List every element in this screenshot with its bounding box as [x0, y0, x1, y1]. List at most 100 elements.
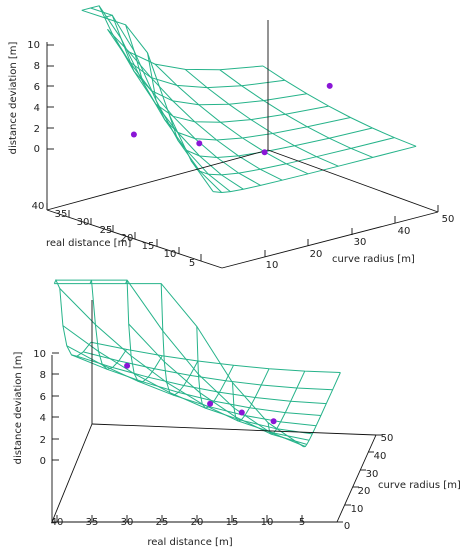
upper-z-tick-label: 4: [34, 103, 40, 114]
surface-mesh-line: [128, 51, 283, 181]
surface-mesh-line: [196, 326, 234, 409]
lower-z-tick-label: 2: [40, 435, 46, 446]
lower-z-tick-label: 8: [40, 370, 46, 381]
upper-y-tick-label: 5: [189, 258, 195, 269]
surface-mesh-line: [54, 283, 304, 448]
upper-x-axis-label: curve radius [m]: [332, 254, 415, 265]
lower-data-points: [124, 362, 277, 425]
upper-z-axis-label: distance deviation [m]: [8, 42, 19, 155]
upper-y-tick-label: 35: [55, 209, 68, 220]
data-point: [270, 418, 277, 425]
upper-z-tick-label: 6: [34, 82, 40, 93]
data-point: [238, 409, 245, 416]
lower-z-axis-label: distance deviation [m]: [13, 352, 24, 465]
data-point: [326, 82, 333, 89]
surface-mesh-line: [53, 278, 92, 357]
lower-back-floor-line-2: [91, 423, 377, 436]
upper-back-floor-line-2: [267, 149, 439, 213]
surface-mesh-line: [213, 145, 417, 194]
surface-mesh-line: [168, 114, 373, 159]
lower-y-tick-label: 35: [86, 517, 99, 528]
surface-mesh-line: [125, 279, 163, 383]
data-point: [124, 362, 131, 369]
upper-z-tick-label: 8: [34, 61, 40, 72]
surface-mesh-line: [160, 283, 199, 396]
lower-y-ticks: 40 35 30 25 20 15 10 5: [51, 515, 305, 528]
lower-x-tick-label: 30: [366, 469, 379, 480]
upper-z-tick-label: 0: [34, 144, 40, 155]
lower-y-tick-label: 10: [261, 517, 274, 528]
surface-mesh-line: [125, 24, 329, 123]
lower-back-floor-line: [51, 423, 93, 523]
upper-y-axis-line: [46, 209, 223, 269]
surface-mesh-line: [267, 370, 306, 435]
upper-y-axis-label: real distance [m]: [46, 238, 131, 249]
upper-y-tick-label: 15: [142, 241, 155, 252]
data-point: [207, 400, 214, 407]
surface-mesh-line: [76, 355, 327, 405]
upper-x-ticks: 10 20 30 40 50: [264, 205, 454, 271]
lower-x-axis-line: [336, 434, 377, 523]
lower-x-axis-label: curve radius [m]: [378, 480, 461, 491]
lower-x-tick-label: 20: [358, 486, 371, 497]
lower-x-tick-label: 50: [381, 433, 394, 444]
surface-mesh-line: [98, 5, 231, 192]
upper-back-floor-line: [46, 149, 269, 211]
upper-plot: 10 8 6 4 2 0 distance deviation [m] 40 3…: [8, 5, 454, 271]
surface-mesh-line: [103, 14, 307, 106]
surface-mesh-line: [147, 52, 351, 141]
lower-axes: [51, 300, 377, 523]
data-point: [196, 140, 203, 147]
upper-x-axis-line: [221, 211, 439, 269]
lower-z-tick-label: 10: [33, 349, 46, 360]
lower-surface-mesh: [53, 278, 341, 448]
surface-mesh-line: [303, 372, 341, 448]
surface-mesh-line: [71, 354, 321, 416]
surface-mesh-line: [81, 9, 214, 192]
lower-z-tick-label: 6: [40, 392, 46, 403]
upper-z-tick-label: 10: [27, 40, 40, 51]
lower-y-tick-label: 20: [191, 517, 204, 528]
lower-x-ticks: 0 10 20 30 40 50: [337, 433, 393, 532]
upper-y-tick-label: 30: [77, 217, 90, 228]
lower-z-tick-label: 0: [40, 456, 46, 467]
data-point: [261, 149, 268, 156]
surface-mesh-line: [111, 33, 244, 190]
lower-plot: 10 8 6 4 2 0 distance deviation [m] 40 3…: [13, 278, 461, 548]
surface-mesh-line: [190, 137, 395, 176]
upper-y-tick-label: 20: [121, 233, 134, 244]
upper-surface-mesh: [81, 5, 417, 194]
upper-z-ticks: 10 8 6 4 2 0: [27, 40, 54, 155]
surface-mesh-line: [219, 69, 374, 158]
upper-x-tick-label: 20: [310, 249, 323, 260]
lower-y-axis-label: real distance [m]: [147, 537, 232, 548]
lower-x-tick-label: 40: [374, 451, 387, 462]
lower-y-tick-label: 30: [121, 517, 134, 528]
lower-x-tick-label: 10: [351, 504, 364, 515]
upper-x-tick-label: 40: [398, 226, 411, 237]
lower-y-tick-label: 15: [226, 517, 239, 528]
upper-x-tick-label: 30: [354, 237, 367, 248]
surface-mesh-line: [262, 65, 417, 147]
surface-mesh-line: [154, 63, 309, 175]
surface-mesh-line: [81, 5, 285, 89]
upper-z-tick-label: 2: [34, 124, 40, 135]
upper-y-tick-label: 40: [32, 201, 45, 212]
lower-y-tick-label: 5: [299, 517, 305, 528]
lower-y-tick-label: 40: [51, 517, 64, 528]
lower-x-tick-label: 0: [344, 521, 350, 532]
surface-mesh-line: [62, 325, 313, 435]
surface-mesh-line: [232, 368, 270, 422]
surface-mesh-line: [55, 279, 306, 447]
upper-x-tick-label: 10: [266, 260, 279, 271]
upper-y-tick-label: 25: [100, 225, 113, 236]
upper-y-tick-label: 10: [164, 249, 177, 260]
surface-mesh-line: [83, 351, 333, 391]
lower-z-ticks: 10 8 6 4 2 0: [33, 349, 59, 467]
upper-y-ticks: 40 35 30 25 20 15 10 5: [32, 201, 202, 269]
surface-mesh-line: [90, 7, 223, 193]
upper-data-points: [130, 82, 333, 156]
surface-mesh-line: [90, 341, 341, 373]
lower-y-tick-label: 25: [156, 517, 169, 528]
